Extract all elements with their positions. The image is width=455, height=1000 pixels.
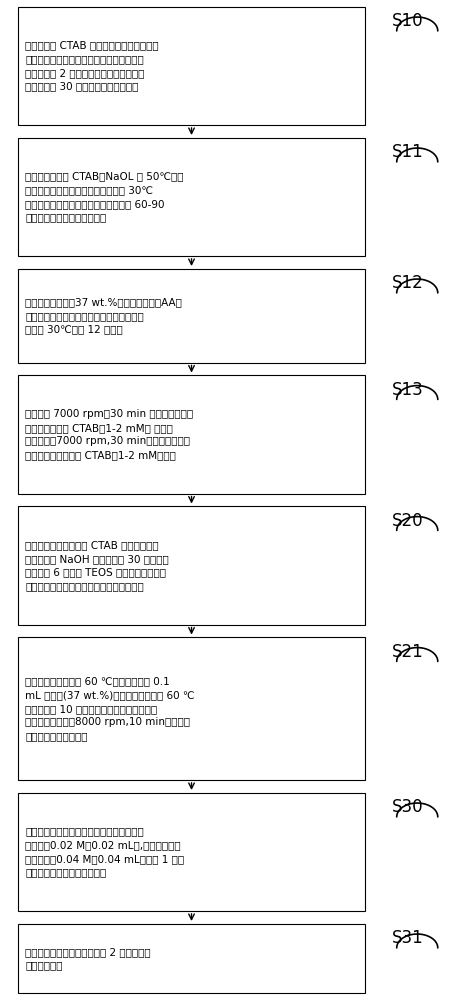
- Text: 将产物在 7000 rpm，30 min 下离心。去除上
层清液之后加入 CTAB（1-2 mM） 再进行
二次离心（7000 rpm,30 min）。去除上清: 将产物在 7000 rpm，30 min 下离心。去除上 层清液之后加入 CTA…: [25, 409, 193, 460]
- Text: S11: S11: [391, 143, 423, 161]
- FancyBboxPatch shape: [18, 138, 364, 256]
- Text: 取出分散在水溶液中的产物，添加四氯钯酸
钠溶液（0.02 M，0.02 mL）,然后添加抗坏
血酸溶液（0.04 M，0.04 mL）搅拌 1 分钟
后钯即可沉: 取出分散在水溶液中的产物，添加四氯钯酸 钠溶液（0.02 M，0.02 mL）,…: [25, 827, 184, 877]
- Text: S10: S10: [391, 12, 423, 30]
- Text: S13: S13: [391, 381, 423, 399]
- Text: S20: S20: [391, 512, 423, 530]
- Text: 最后将反应所得的产物，离心 2 次，测试透
射电镜样品。: 最后将反应所得的产物，离心 2 次，测试透 射电镜样品。: [25, 947, 150, 970]
- FancyBboxPatch shape: [18, 637, 364, 780]
- Text: 取出上述产物，置于 60 ℃油浴中，添加 0.1
mL 浓盐酸(37 wt.%)开始腐蚀过程。在 60 ℃
油浴下腐蚀 10 分钟，添加冷置的甲醇来结束
腐蚀，: 取出上述产物，置于 60 ℃油浴中，添加 0.1 mL 浓盐酸(37 wt.%)…: [25, 677, 194, 741]
- FancyBboxPatch shape: [18, 375, 364, 494]
- Text: 依次加入浓盐酸（37 wt.%）、抗坏血酸（AA）
与种子溶液。并用磁力搅拌器剧烈搅拌，之
后恒温 30℃静置 12 小时。: 依次加入浓盐酸（37 wt.%）、抗坏血酸（AA） 与种子溶液。并用磁力搅拌器剧…: [25, 297, 182, 334]
- Text: S30: S30: [391, 798, 423, 816]
- Text: 将一定量的 CTAB 与氯金酸混合，再加入冰
水混合物配制而成的硼氢化钠，经磁力搅拌
器剧烈搅拌 2 分钟后溶液由金黄色变成棕
黄色。静置 30 分钟，此为种子: 将一定量的 CTAB 与氯金酸混合，再加入冰 水混合物配制而成的硼氢化钠，经磁力…: [25, 41, 158, 91]
- FancyBboxPatch shape: [18, 506, 364, 625]
- FancyBboxPatch shape: [18, 793, 364, 911]
- Text: 金纳米棒离心并分散在 CTAB 溶液中，在加
入一定量的 NaOH 溶液后，以 30 分钟的时
间间隔分 6 次加入 TEOS 溶液，持续搅拌两
天，得到由介孔: 金纳米棒离心并分散在 CTAB 溶液中，在加 入一定量的 NaOH 溶液后，以 …: [25, 540, 168, 591]
- FancyBboxPatch shape: [18, 269, 364, 363]
- Text: 将对应低浓度的 CTAB、NaOL 在 50℃下溶
解于另一瓶中作为生长溶液，冷却至 30℃
再加入硝酸银、氯金酸。在室温下搅拌 60-90
分钟后溶液由金黄色: 将对应低浓度的 CTAB、NaOL 在 50℃下溶 解于另一瓶中作为生长溶液，冷…: [25, 172, 183, 222]
- FancyBboxPatch shape: [18, 924, 364, 993]
- Text: S21: S21: [391, 643, 423, 661]
- Text: S12: S12: [391, 274, 423, 292]
- FancyBboxPatch shape: [18, 7, 364, 125]
- Text: S31: S31: [391, 929, 423, 947]
